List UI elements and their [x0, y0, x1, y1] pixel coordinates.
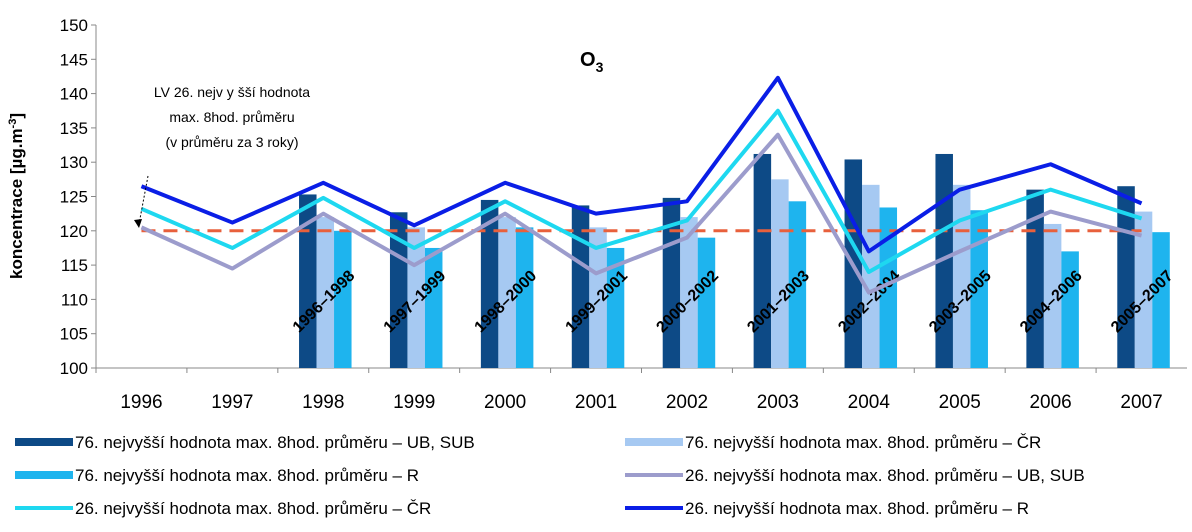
x-tick-label: 2005	[939, 392, 981, 413]
bar	[1043, 223, 1062, 368]
bar	[498, 217, 516, 368]
x-tick-label: 2002	[666, 392, 708, 413]
bar	[970, 210, 988, 368]
x-tick-label: 1997	[211, 392, 253, 413]
y-tick-label: 100	[60, 359, 88, 378]
y-label-sup: -3	[7, 119, 19, 129]
bar	[788, 201, 807, 368]
annotation: (v průměru za 3 roky)	[165, 134, 298, 150]
bar	[862, 184, 880, 368]
x-tick-label: 1999	[393, 392, 435, 413]
y-tick-label: 105	[60, 325, 88, 344]
x-tick-label: 1998	[302, 392, 344, 413]
line-series	[140, 132, 1143, 295]
y-tick-label: 140	[60, 85, 88, 104]
chart-title: O3	[580, 49, 604, 75]
y-tick-label: 125	[60, 188, 88, 207]
legend-swatch	[625, 438, 683, 446]
legend-swatch	[15, 438, 73, 446]
bar	[753, 153, 772, 368]
legend-swatch	[15, 471, 73, 479]
bar	[879, 207, 898, 368]
bar	[606, 247, 625, 368]
bar	[589, 227, 607, 368]
bar	[389, 212, 408, 368]
y-tick-label: 150	[60, 16, 88, 35]
bar	[1061, 251, 1079, 368]
x-tick-label: 2006	[1029, 392, 1071, 413]
bar	[515, 227, 534, 368]
bar	[424, 247, 443, 368]
bar	[334, 230, 352, 368]
y-tick-label: 145	[60, 50, 88, 69]
y-tick-label: 110	[61, 290, 88, 309]
bar	[771, 179, 789, 368]
annotation-arrow	[134, 219, 142, 228]
y-axis-label: koncentrace [µg.m-3]	[7, 113, 26, 279]
x-tick-label: 2007	[1120, 392, 1162, 413]
bar	[571, 205, 590, 368]
y-label-end: ]	[7, 113, 26, 119]
bar	[480, 199, 499, 368]
title-bg	[575, 40, 625, 74]
y-tick-label: 120	[60, 222, 88, 241]
annotation-pointer	[138, 175, 149, 225]
title-main: O	[580, 49, 596, 71]
bar	[1152, 232, 1170, 368]
x-tick-label: 1996	[120, 392, 162, 413]
title-sub: 3	[596, 59, 604, 75]
x-tick-label: 2004	[848, 392, 891, 413]
bar	[1026, 189, 1044, 368]
legend-label: 76. nejvyšší hodnota max. 8hod. průměru …	[75, 433, 475, 452]
y-label-main: koncentrace [µg.m	[7, 128, 26, 279]
x-tick-label: 2001	[575, 392, 617, 413]
y-tick-label: 135	[60, 119, 88, 138]
y-tick-label: 115	[61, 256, 88, 275]
line-series	[140, 108, 1143, 274]
x-tick-label: 2000	[484, 392, 526, 413]
legend-label: 76. nejvyšší hodnota max. 8hod. průměru …	[685, 433, 1041, 452]
y-tick-label: 130	[60, 153, 88, 172]
bar	[680, 217, 698, 368]
legend-label: 26. nejvyšší hodnota max. 8hod. průměru …	[75, 499, 431, 518]
legend-label: 26. nejvyšší hodnota max. 8hod. průměru …	[685, 466, 1085, 485]
bar	[299, 194, 317, 368]
legend-label: 26. nejvyšší hodnota max. 8hod. průměru …	[685, 499, 1029, 518]
bar	[316, 217, 335, 368]
bar	[1134, 211, 1153, 368]
x-tick-label: 2003	[757, 392, 799, 413]
bar	[935, 153, 953, 368]
annotation: max. 8hod. průměru	[169, 109, 294, 125]
annotation: LV 26. nejv y šší hodnota	[154, 84, 310, 100]
bar	[697, 237, 716, 368]
bar	[952, 184, 971, 368]
line-series	[140, 75, 1143, 254]
legend-label: 76. nejvyšší hodnota max. 8hod. průměru …	[75, 466, 419, 485]
